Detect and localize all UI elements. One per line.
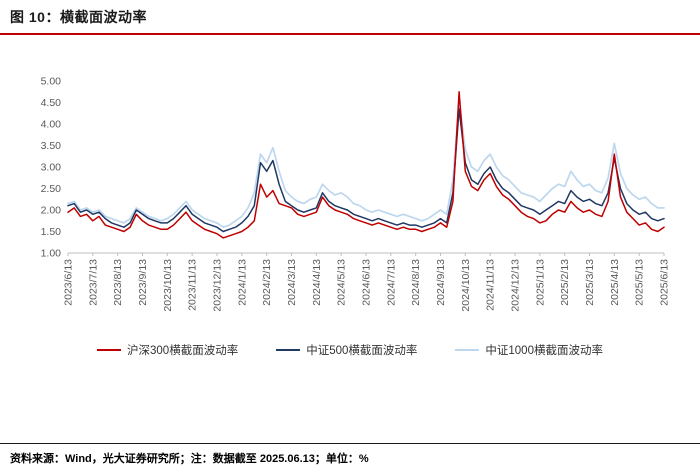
svg-text:2024/9/13: 2024/9/13	[435, 259, 447, 306]
chart-legend: 沪深300横截面波动率 中证500横截面波动率 中证1000横截面波动率	[0, 342, 700, 358]
svg-text:2023/7/13: 2023/7/13	[87, 259, 99, 306]
svg-text:2024/5/13: 2024/5/13	[336, 259, 348, 306]
legend-item-csi1000: 中证1000横截面波动率	[455, 342, 603, 358]
figure-title: 图 10：横截面波动率	[10, 9, 147, 25]
svg-text:2023/9/13: 2023/9/13	[137, 259, 149, 306]
legend-item-csi500: 中证500横截面波动率	[276, 342, 417, 358]
svg-text:4.00: 4.00	[41, 119, 62, 131]
figure-header: 图 10：横截面波动率	[0, 0, 700, 35]
svg-text:2024/8/13: 2024/8/13	[410, 259, 422, 306]
svg-text:2024/11/13: 2024/11/13	[485, 259, 497, 311]
svg-text:2025/2/13: 2025/2/13	[559, 259, 571, 306]
legend-item-csi300: 沪深300横截面波动率	[97, 342, 238, 358]
svg-text:3.50: 3.50	[41, 140, 62, 152]
svg-text:2025/1/13: 2025/1/13	[534, 259, 546, 306]
legend-swatch	[276, 348, 301, 352]
svg-text:2025/4/13: 2025/4/13	[609, 259, 621, 306]
svg-text:1.00: 1.00	[41, 248, 62, 260]
svg-text:2024/10/13: 2024/10/13	[460, 259, 472, 312]
svg-text:1.50: 1.50	[41, 226, 62, 238]
volatility-line-chart: 1.00 1.50 2.00 2.50 3.00 3.50 4.00 4.50 5.00 2023…	[41, 76, 671, 312]
svg-text:5.00: 5.00	[41, 76, 62, 88]
legend-label: 中证1000横截面波动率	[485, 345, 603, 357]
svg-text:2025/5/13: 2025/5/13	[634, 259, 646, 306]
legend-swatch	[455, 348, 480, 352]
chart-area: 1.00 1.50 2.00 2.50 3.00 3.50 4.00 4.50 5.00 2023…	[0, 73, 700, 328]
svg-text:2.50: 2.50	[41, 183, 62, 195]
svg-text:2024/4/13: 2024/4/13	[311, 259, 323, 306]
svg-text:2025/3/13: 2025/3/13	[584, 259, 596, 306]
svg-text:2024/2/13: 2024/2/13	[261, 259, 273, 306]
svg-text:2024/1/13: 2024/1/13	[236, 259, 248, 306]
svg-text:2023/11/13: 2023/11/13	[187, 259, 199, 311]
svg-text:2.00: 2.00	[41, 205, 62, 217]
source-note: 资料来源：Wind，光大证券研究所；注：数据截至 2025.06.13；单位：%	[0, 443, 700, 474]
svg-text:2023/10/13: 2023/10/13	[162, 259, 174, 312]
svg-text:2023/12/13: 2023/12/13	[212, 259, 224, 312]
svg-text:2025/6/13: 2025/6/13	[659, 259, 671, 306]
svg-text:2024/7/13: 2024/7/13	[385, 259, 397, 306]
svg-text:2024/3/13: 2024/3/13	[286, 259, 298, 306]
legend-swatch	[97, 348, 122, 352]
svg-text:2024/6/13: 2024/6/13	[361, 259, 373, 306]
legend-label: 中证500横截面波动率	[306, 345, 418, 357]
svg-text:3.00: 3.00	[41, 162, 62, 174]
legend-label: 沪深300横截面波动率	[127, 345, 239, 357]
svg-text:2023/6/13: 2023/6/13	[63, 259, 75, 306]
svg-text:2023/8/13: 2023/8/13	[112, 259, 124, 306]
svg-text:2024/12/13: 2024/12/13	[510, 259, 522, 312]
svg-text:4.50: 4.50	[41, 97, 62, 109]
